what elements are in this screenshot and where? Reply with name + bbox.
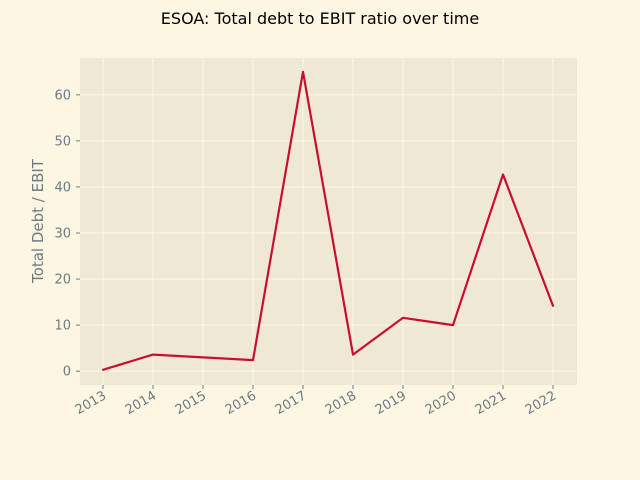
y-tick-label: 0 — [63, 365, 71, 380]
y-tick-label: 10 — [54, 319, 71, 334]
y-tick-label: 50 — [54, 134, 71, 149]
series-layer — [101, 70, 555, 371]
y-axis-label: Total Debt / EBIT — [29, 158, 47, 284]
chart-title: ESOA: Total debt to EBIT ratio over time — [161, 9, 479, 28]
y-tick-label: 40 — [54, 180, 71, 195]
y-tick-label: 20 — [54, 273, 71, 288]
grid — [80, 58, 577, 385]
y-axis: 0 10 20 30 40 50 60 — [54, 88, 80, 380]
y-tick-label: 30 — [54, 227, 71, 242]
series-line — [101, 70, 555, 371]
y-tick-label: 60 — [54, 88, 71, 103]
